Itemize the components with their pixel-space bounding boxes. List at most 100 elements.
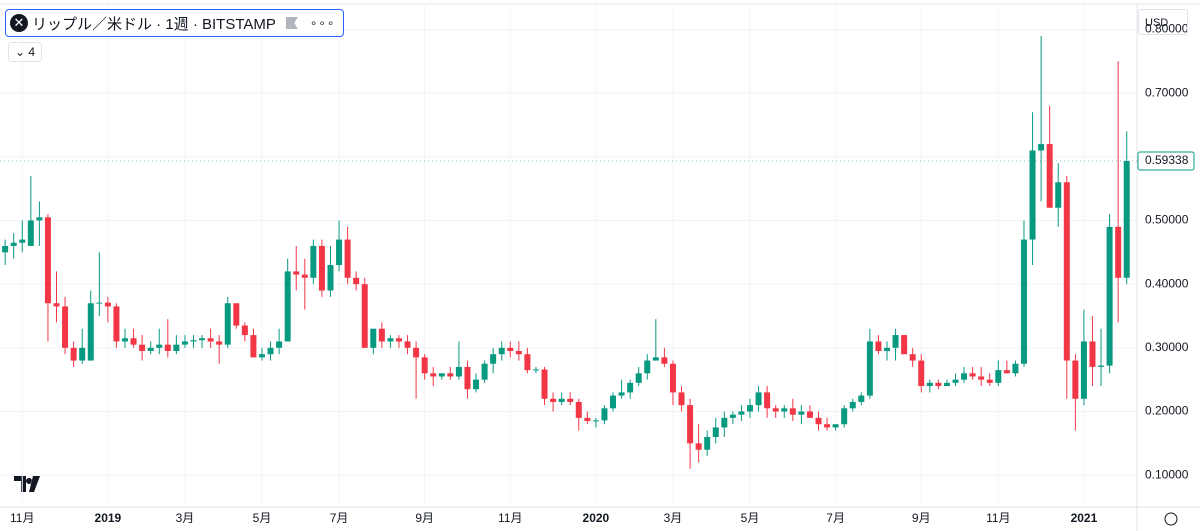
candle-body — [216, 341, 223, 345]
candle-body — [353, 277, 360, 285]
candle-body — [652, 357, 659, 361]
candle-body — [207, 338, 214, 342]
candle-body — [318, 245, 325, 291]
candle-body — [130, 338, 137, 345]
candle-body — [147, 347, 154, 352]
candle-body — [87, 303, 94, 361]
candle-body — [284, 271, 291, 342]
candle-body — [79, 347, 86, 361]
x-tick-label: 7月 — [826, 511, 845, 525]
candle-body — [695, 443, 702, 450]
x-tick-label: 5月 — [741, 511, 760, 525]
more-icon[interactable]: ∘∘∘ — [309, 16, 336, 30]
candle-body — [832, 424, 839, 428]
candle-body — [747, 405, 754, 412]
candle-body — [678, 392, 685, 406]
candle-body — [36, 217, 43, 221]
last-price-label: 0.59338 — [1145, 153, 1189, 167]
indicator-toggle[interactable]: ⌄ 4 — [8, 42, 43, 62]
x-tick-label: 2020 — [583, 511, 610, 525]
candle-body — [875, 341, 882, 352]
x-tick-label: 9月 — [415, 511, 434, 525]
candle-body — [781, 408, 788, 412]
candle-body — [276, 341, 283, 348]
candle-body — [438, 373, 445, 377]
candle-body — [421, 357, 428, 374]
candle-body — [10, 242, 17, 246]
y-tick-label: 0.20000 — [1145, 404, 1189, 418]
candle-body — [935, 382, 942, 387]
candle-body — [156, 344, 163, 348]
candle-body — [661, 357, 668, 364]
symbol-header[interactable]: ✕ リップル／米ドル · 1週 · BITSTAMP ∘∘∘ — [5, 9, 345, 37]
candle-body — [738, 411, 745, 415]
candle-body — [532, 369, 539, 371]
candle-body — [1029, 150, 1036, 240]
candle-body — [96, 302, 103, 304]
candle-body — [70, 347, 77, 361]
candle-body — [1003, 370, 1010, 374]
candle-body — [592, 420, 599, 422]
candle-body — [601, 408, 608, 421]
candle-body — [53, 303, 60, 307]
candle-body — [1063, 182, 1070, 361]
candle-body — [952, 379, 959, 383]
candle-body — [473, 379, 480, 390]
candle-body — [413, 347, 420, 358]
candle-body — [1115, 226, 1122, 278]
candle-body — [866, 341, 873, 396]
candle-body — [618, 392, 625, 396]
tv-logo — [14, 476, 40, 492]
candle-body — [627, 382, 634, 393]
candle-body — [858, 395, 865, 402]
x-tick-label: 11月 — [10, 511, 34, 525]
candle-body — [918, 360, 925, 387]
candle-body — [969, 373, 976, 377]
candle-body — [884, 347, 890, 352]
candle-body — [524, 354, 531, 371]
candle-body — [464, 366, 471, 390]
settings-icon[interactable] — [1164, 512, 1178, 526]
candle-body — [370, 328, 377, 348]
candle-body — [644, 360, 651, 374]
x-tick-label: 7月 — [330, 511, 349, 525]
candle-body — [139, 344, 146, 352]
candle-body — [481, 363, 488, 380]
candle-body — [233, 303, 240, 326]
candle-body — [687, 405, 694, 444]
candle-body — [1089, 341, 1096, 367]
candle-body — [1038, 144, 1045, 151]
candle-body — [515, 351, 522, 355]
candle-body — [1106, 226, 1113, 366]
candle-body — [430, 373, 437, 377]
y-tick-label: 0.10000 — [1145, 467, 1189, 481]
candle-body — [301, 274, 308, 278]
candle-body — [250, 335, 257, 358]
candle-body — [669, 363, 676, 393]
candle-body — [164, 344, 171, 352]
candle-body — [849, 401, 856, 409]
candle-body — [943, 382, 950, 387]
candle-body — [755, 392, 762, 406]
candle-body — [62, 306, 69, 348]
x-tick-label: 11月 — [986, 511, 1010, 525]
flag-icon — [285, 17, 298, 29]
currency[interactable]: USD — [1138, 9, 1188, 35]
candle-body — [404, 341, 411, 348]
candle-body — [498, 347, 505, 355]
candle-body — [19, 239, 26, 243]
candle-body — [892, 335, 899, 348]
candle-body — [378, 328, 385, 342]
candle-body — [507, 347, 514, 352]
y-tick-label: 0.30000 — [1145, 340, 1189, 354]
candle-body — [181, 341, 188, 345]
candle-body — [199, 338, 206, 341]
candle-body — [712, 427, 719, 437]
candle-body — [1020, 239, 1027, 364]
x-tick-label: 2019 — [95, 511, 122, 525]
candle-body — [995, 370, 1002, 383]
candle-body — [635, 373, 642, 383]
candle-body — [258, 354, 265, 358]
candle-body — [241, 325, 248, 336]
